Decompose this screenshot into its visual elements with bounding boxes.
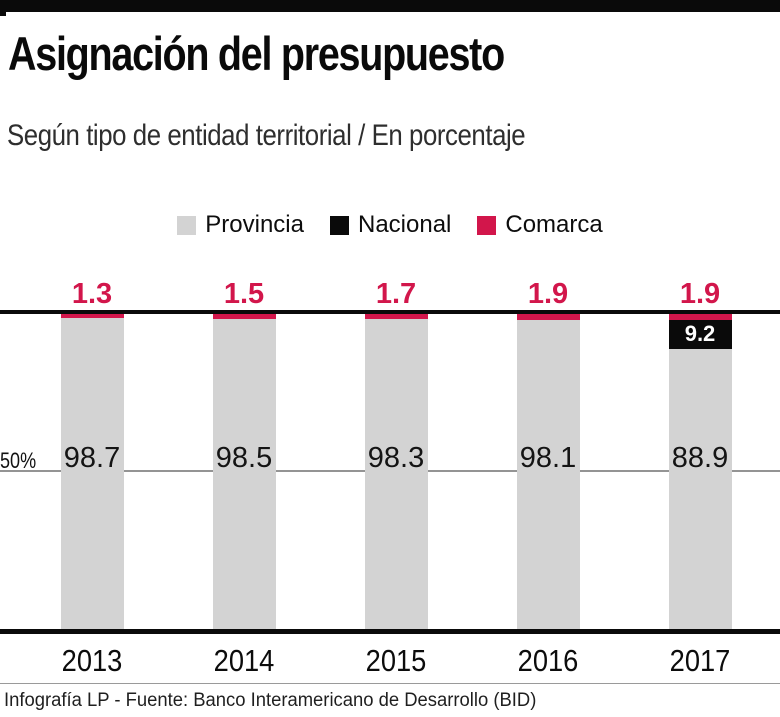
- comarca-value-label: 1.9: [679, 278, 721, 310]
- comarca-value-label: 1.5: [223, 278, 265, 310]
- legend: Provincia Nacional Comarca: [0, 211, 780, 239]
- year-label-2014: 2014: [213, 643, 275, 678]
- footer-credit: Infografía LP - Fuente: Banco Interameri…: [4, 690, 537, 711]
- axis-bottom-line: [0, 629, 780, 634]
- bar-2013: [60, 314, 124, 629]
- bar-segment-comarca: [668, 314, 732, 320]
- year-label-2015: 2015: [365, 643, 427, 678]
- bar-2016: [516, 314, 580, 629]
- provincia-value-label: 98.7: [63, 442, 121, 474]
- legend-item-comarca: Comarca: [477, 211, 603, 239]
- provincia-swatch-icon: [177, 215, 197, 235]
- footer-divider: [0, 683, 780, 684]
- year-label-2017: 2017: [669, 643, 731, 678]
- top-bar-notch: [0, 12, 6, 16]
- bar-segment-comarca: [60, 314, 124, 319]
- bar-2015: [364, 314, 428, 629]
- bar-2017: 9.2: [668, 314, 732, 629]
- top-black-bar: [0, 0, 780, 12]
- bar-segment-provincia: [60, 318, 124, 629]
- bar-segment-provincia: [516, 319, 580, 629]
- provincia-value-label: 88.9: [671, 442, 729, 474]
- legend-label: Comarca: [505, 211, 603, 238]
- axis-top-line: [0, 310, 780, 314]
- legend-item-provincia: Provincia: [177, 211, 304, 239]
- provincia-value-label: 98.1: [519, 442, 577, 474]
- bar-segment-provincia: [364, 319, 428, 629]
- bar-segment-nacional: 9.2: [668, 319, 732, 349]
- legend-label: Nacional: [357, 211, 452, 238]
- nacional-swatch-icon: [329, 215, 349, 235]
- bar-segment-comarca: [212, 314, 276, 319]
- bar-segment-provincia: [212, 318, 276, 629]
- bar-segment-comarca: [364, 314, 428, 320]
- provincia-value-label: 98.5: [215, 442, 273, 474]
- year-label-2013: 2013: [61, 643, 123, 678]
- comarca-swatch-icon: [477, 215, 497, 235]
- provincia-value-label: 98.3: [367, 442, 425, 474]
- comarca-value-label: 1.7: [375, 278, 417, 310]
- bar-segment-comarca: [516, 314, 580, 320]
- year-label-2016: 2016: [517, 643, 579, 678]
- comarca-value-label: 1.3: [71, 278, 113, 310]
- comarca-value-label: 1.9: [527, 278, 569, 310]
- page-subtitle: Según tipo de entidad territorial / En p…: [7, 119, 526, 152]
- page-title: Asignación del presupuesto: [8, 27, 505, 80]
- gridline-50pct-label: 50%: [0, 448, 37, 473]
- bar-2014: [212, 314, 276, 629]
- legend-item-nacional: Nacional: [329, 211, 452, 239]
- legend-label: Provincia: [205, 211, 304, 238]
- nacional-value-label: 9.2: [684, 321, 716, 347]
- bar-segment-provincia: [668, 348, 732, 629]
